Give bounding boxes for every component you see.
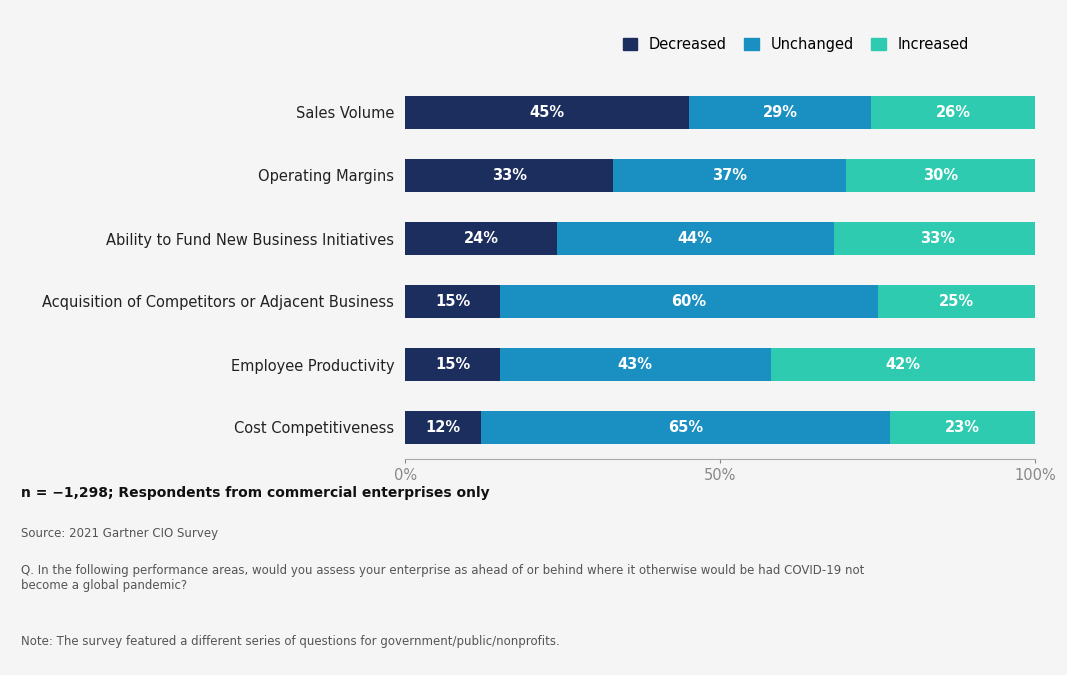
Text: 33%: 33% — [920, 231, 955, 246]
Text: 65%: 65% — [668, 420, 703, 435]
Bar — [405, 96, 689, 129]
Text: 25%: 25% — [939, 294, 974, 309]
Bar — [890, 411, 1035, 444]
Bar — [405, 411, 481, 444]
Bar — [405, 222, 557, 255]
Text: Source: 2021 Gartner CIO Survey: Source: 2021 Gartner CIO Survey — [21, 526, 219, 539]
Text: 45%: 45% — [529, 105, 564, 120]
Text: 43%: 43% — [618, 357, 653, 372]
Bar — [689, 96, 872, 129]
Legend: Decreased, Unchanged, Increased: Decreased, Unchanged, Increased — [617, 32, 975, 58]
Text: 15%: 15% — [435, 357, 471, 372]
Text: 44%: 44% — [678, 231, 713, 246]
Bar — [499, 348, 770, 381]
Text: 60%: 60% — [671, 294, 706, 309]
Bar — [557, 222, 833, 255]
Text: Note: The survey featured a different series of questions for government/public/: Note: The survey featured a different se… — [21, 634, 560, 647]
Text: 33%: 33% — [492, 168, 527, 183]
Text: 29%: 29% — [763, 105, 797, 120]
Bar — [833, 222, 1041, 255]
Bar — [481, 411, 890, 444]
Bar — [846, 159, 1035, 192]
Text: 30%: 30% — [923, 168, 958, 183]
Text: 24%: 24% — [463, 231, 498, 246]
Bar — [872, 96, 1035, 129]
Text: 26%: 26% — [936, 105, 971, 120]
Text: n = −1,298; Respondents from commercial enterprises only: n = −1,298; Respondents from commercial … — [21, 486, 490, 500]
Bar — [405, 285, 499, 318]
Bar — [405, 348, 499, 381]
Bar — [770, 348, 1035, 381]
Bar — [878, 285, 1035, 318]
Text: 23%: 23% — [945, 420, 981, 435]
Text: 15%: 15% — [435, 294, 471, 309]
Bar — [614, 159, 846, 192]
Text: 12%: 12% — [426, 420, 461, 435]
Text: 42%: 42% — [886, 357, 921, 372]
Bar — [405, 159, 614, 192]
Bar — [499, 285, 878, 318]
Text: 37%: 37% — [712, 168, 747, 183]
Text: Q. In the following performance areas, would you assess your enterprise as ahead: Q. In the following performance areas, w… — [21, 564, 864, 591]
